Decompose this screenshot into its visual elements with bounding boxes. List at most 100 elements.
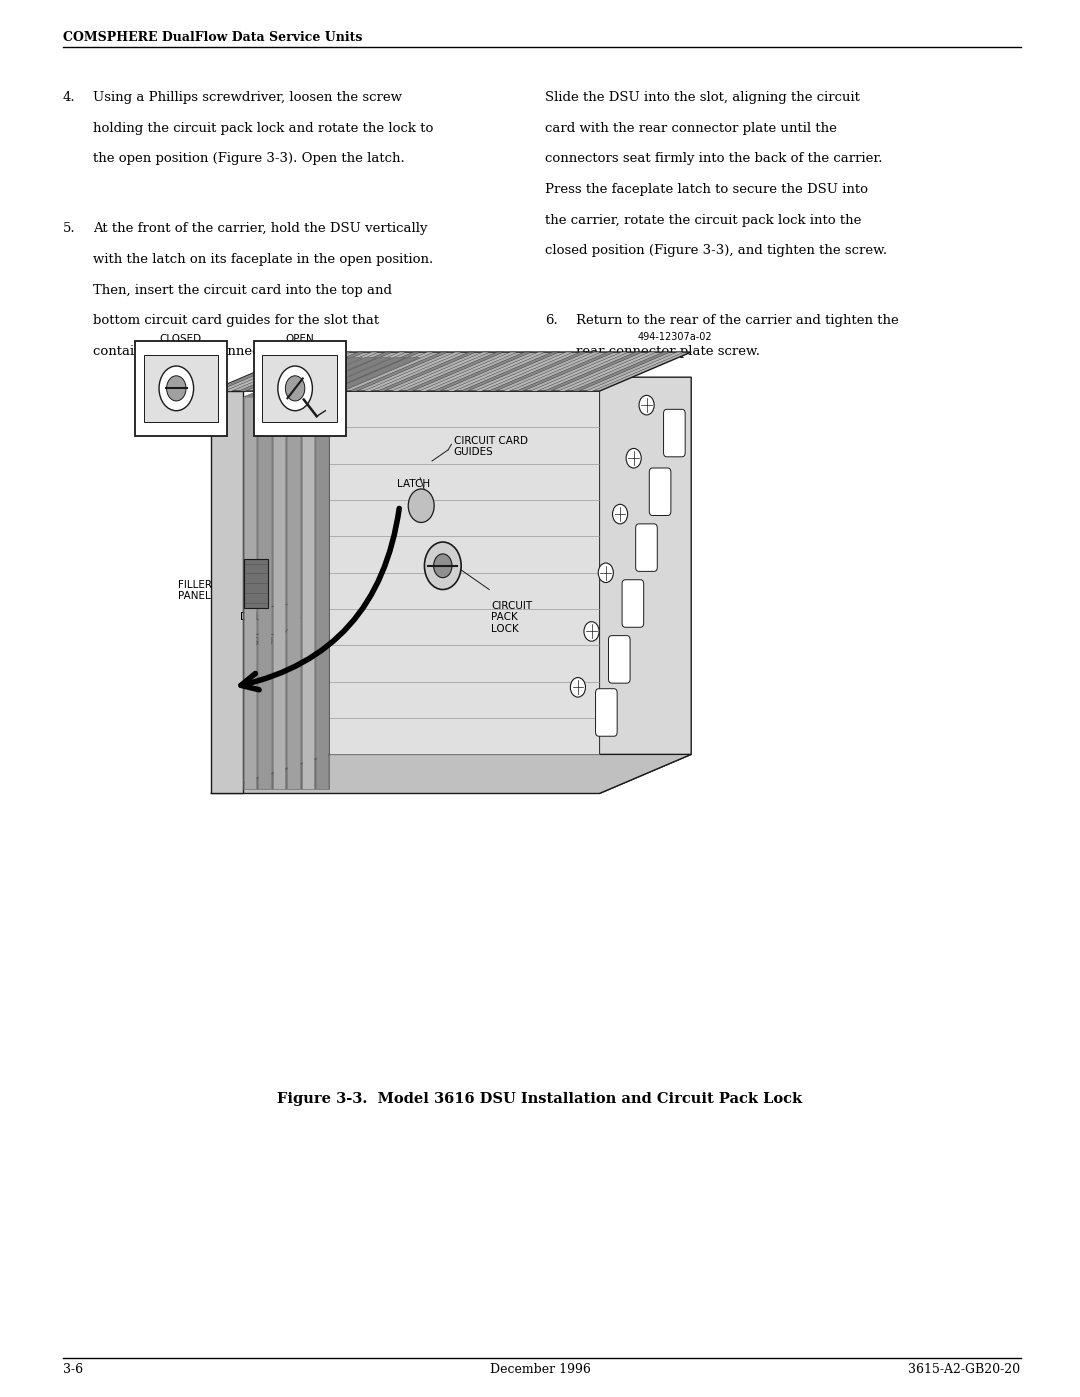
Polygon shape — [239, 352, 337, 391]
Polygon shape — [316, 397, 328, 789]
Polygon shape — [488, 352, 588, 391]
Polygon shape — [244, 397, 256, 789]
Polygon shape — [516, 352, 615, 391]
Text: SDU: SDU — [252, 637, 273, 647]
Polygon shape — [316, 358, 420, 397]
Polygon shape — [211, 352, 691, 391]
Polygon shape — [287, 358, 391, 397]
Polygon shape — [258, 397, 271, 789]
Circle shape — [166, 376, 186, 401]
Text: Return to the rear of the carrier and tighten the: Return to the rear of the carrier and ti… — [576, 314, 899, 327]
Polygon shape — [253, 352, 351, 391]
FancyBboxPatch shape — [663, 409, 685, 457]
Polygon shape — [350, 352, 448, 391]
Polygon shape — [585, 352, 685, 391]
FancyBboxPatch shape — [649, 468, 671, 515]
Polygon shape — [211, 754, 691, 793]
Circle shape — [612, 504, 627, 524]
Text: COMSPHERE DualFlow Data Service Units: COMSPHERE DualFlow Data Service Units — [63, 31, 362, 43]
Text: the carrier, rotate the circuit pack lock into the: the carrier, rotate the circuit pack loc… — [545, 214, 862, 226]
Text: with the latch on its faceplate in the open position.: with the latch on its faceplate in the o… — [93, 253, 433, 265]
Text: 3615-A2-GB20-20: 3615-A2-GB20-20 — [908, 1363, 1021, 1376]
Polygon shape — [557, 352, 657, 391]
Circle shape — [408, 489, 434, 522]
Text: Slide the DSU into the slot, aligning the circuit: Slide the DSU into the slot, aligning th… — [545, 91, 861, 103]
Polygon shape — [301, 358, 406, 397]
Polygon shape — [405, 352, 503, 391]
Polygon shape — [294, 352, 393, 391]
Text: holding the circuit pack lock and rotate the lock to: holding the circuit pack lock and rotate… — [93, 122, 433, 134]
Circle shape — [278, 366, 312, 411]
Text: 6.: 6. — [545, 314, 558, 327]
FancyBboxPatch shape — [254, 341, 346, 436]
Polygon shape — [433, 352, 531, 391]
Text: Figure 3-3.  Model 3616 DSU Installation and Circuit Pack Lock: Figure 3-3. Model 3616 DSU Installation … — [278, 1092, 802, 1106]
Polygon shape — [502, 352, 600, 391]
Text: bottom circuit card guides for the slot that: bottom circuit card guides for the slot … — [93, 314, 379, 327]
Text: Then, insert the circuit card into the top and: Then, insert the circuit card into the t… — [93, 284, 392, 296]
FancyBboxPatch shape — [135, 341, 227, 436]
Text: CIRCUIT CARD
GUIDES: CIRCUIT CARD GUIDES — [454, 436, 528, 457]
Text: connectors seat firmly into the back of the carrier.: connectors seat firmly into the back of … — [545, 152, 883, 165]
Polygon shape — [474, 352, 573, 391]
Text: the open position (Figure 3-3). Open the latch.: the open position (Figure 3-3). Open the… — [93, 152, 405, 165]
Polygon shape — [308, 352, 406, 391]
Circle shape — [285, 376, 305, 401]
Polygon shape — [225, 352, 323, 391]
FancyArrowPatch shape — [241, 509, 400, 690]
Polygon shape — [336, 352, 434, 391]
Text: 4.: 4. — [63, 91, 76, 103]
Text: December 1996: December 1996 — [489, 1363, 591, 1376]
Polygon shape — [301, 397, 314, 789]
FancyBboxPatch shape — [595, 689, 617, 736]
Polygon shape — [273, 397, 285, 789]
Text: OPEN: OPEN — [285, 334, 314, 344]
FancyBboxPatch shape — [622, 580, 644, 627]
Text: contains the rear connector plate.: contains the rear connector plate. — [93, 345, 321, 358]
Polygon shape — [599, 377, 691, 793]
Text: rear connector plate screw.: rear connector plate screw. — [576, 345, 759, 358]
Circle shape — [570, 678, 585, 697]
Polygon shape — [322, 352, 420, 391]
FancyBboxPatch shape — [608, 636, 630, 683]
Text: closed position (Figure 3-3), and tighten the screw.: closed position (Figure 3-3), and tighte… — [545, 244, 888, 257]
Text: CIRCUIT
PACK
LOCK: CIRCUIT PACK LOCK — [491, 601, 532, 634]
Circle shape — [424, 542, 461, 590]
Text: Press the faceplate latch to secure the DSU into: Press the faceplate latch to secure the … — [545, 183, 868, 196]
Circle shape — [626, 448, 642, 468]
Circle shape — [598, 563, 613, 583]
Polygon shape — [244, 358, 348, 397]
Polygon shape — [244, 559, 268, 608]
FancyBboxPatch shape — [144, 355, 218, 422]
Text: card with the rear connector plate until the: card with the rear connector plate until… — [545, 122, 837, 134]
Circle shape — [584, 622, 599, 641]
Polygon shape — [419, 352, 517, 391]
FancyBboxPatch shape — [636, 524, 658, 571]
Circle shape — [639, 395, 654, 415]
Polygon shape — [211, 352, 309, 391]
Polygon shape — [447, 352, 545, 391]
Polygon shape — [571, 352, 671, 391]
FancyBboxPatch shape — [262, 355, 337, 422]
Polygon shape — [211, 391, 243, 793]
Polygon shape — [544, 352, 643, 391]
Circle shape — [433, 553, 453, 578]
Text: At the front of the carrier, hold the DSU vertically: At the front of the carrier, hold the DS… — [93, 222, 428, 235]
Polygon shape — [363, 352, 462, 391]
Text: CLOSED: CLOSED — [160, 334, 202, 344]
Polygon shape — [377, 352, 476, 391]
Polygon shape — [530, 352, 629, 391]
Polygon shape — [391, 352, 490, 391]
Polygon shape — [280, 352, 379, 391]
Polygon shape — [460, 352, 559, 391]
Polygon shape — [329, 391, 599, 754]
Text: LATCH: LATCH — [397, 479, 431, 489]
Text: 494-12307a-02: 494-12307a-02 — [637, 332, 712, 342]
Polygon shape — [266, 352, 365, 391]
Circle shape — [159, 366, 193, 411]
Text: DSU: DSU — [240, 612, 261, 622]
Polygon shape — [287, 397, 299, 789]
Text: FILLER
PANEL: FILLER PANEL — [178, 580, 212, 601]
Polygon shape — [273, 358, 377, 397]
Text: Using a Phillips screwdriver, loosen the screw: Using a Phillips screwdriver, loosen the… — [93, 91, 402, 103]
